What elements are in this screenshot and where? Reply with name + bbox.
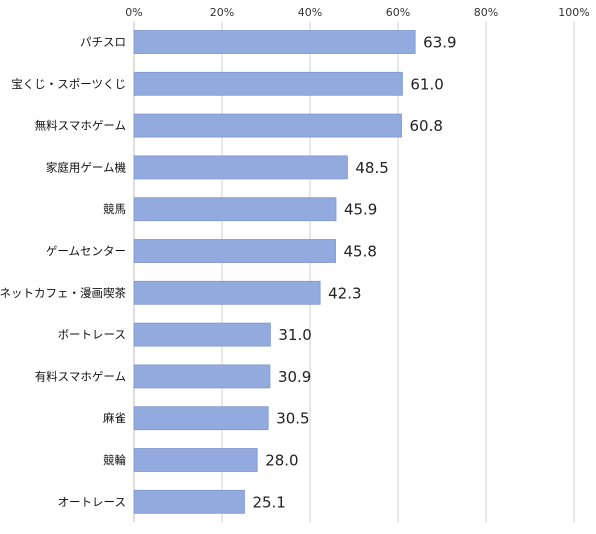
x-tick-label: 100% (558, 6, 589, 19)
bar (133, 239, 336, 263)
bar (133, 322, 271, 347)
data-label: 42.3 (328, 284, 361, 302)
x-tick-label: 0% (125, 6, 142, 19)
category-label: 有料スマホゲーム (35, 369, 126, 383)
x-tick-label: 40% (298, 6, 322, 19)
bar (133, 280, 321, 305)
data-label: 31.0 (278, 326, 311, 344)
bar (133, 406, 269, 431)
category-labels: パチスロ宝くじ・スポーツくじ無料スマホゲーム家庭用ゲーム機競馬ゲームセンターネッ… (0, 35, 126, 509)
category-label: 家庭用ゲーム機 (46, 160, 127, 174)
data-label: 30.5 (276, 410, 309, 428)
data-label: 63.9 (423, 34, 456, 52)
category-label: 競輪 (103, 453, 126, 467)
bar (133, 155, 348, 180)
data-label: 60.8 (410, 117, 443, 135)
category-label: ゲームセンター (46, 244, 126, 258)
bar (133, 30, 416, 54)
category-label: 宝くじ・スポーツくじ (11, 77, 126, 91)
bar (133, 113, 402, 138)
x-tick-label: 80% (474, 6, 498, 19)
bar (133, 489, 245, 514)
category-label: ネットカフェ・漫画喫茶 (0, 286, 126, 300)
data-label: 61.0 (410, 75, 443, 93)
data-labels: 63.9 61.0 60.8 48.5 45.9 45.8 42.3 31.0 30.9 30.5… (252, 34, 456, 512)
bar (133, 364, 271, 389)
bar (133, 71, 403, 96)
data-label: 45.8 (344, 243, 377, 261)
x-axis-tick-labels: 0% 20% 40% 60% 80% 100% (125, 6, 589, 19)
x-tick-label: 20% (210, 6, 234, 19)
bar (133, 197, 337, 222)
x-tick-label: 60% (386, 6, 410, 19)
category-label: 競馬 (103, 202, 126, 216)
data-label: 25.1 (252, 493, 285, 511)
category-label: 無料スマホゲーム (35, 119, 126, 133)
category-label: パチスロ (80, 35, 126, 49)
category-label: オートレース (58, 495, 126, 509)
category-label: 麻雀 (103, 411, 126, 425)
data-label: 28.0 (265, 452, 298, 470)
data-label: 30.9 (278, 368, 311, 386)
gridlines (133, 22, 575, 522)
category-label: ボートレース (58, 328, 126, 342)
data-label: 45.9 (344, 201, 377, 219)
data-label: 48.5 (355, 159, 388, 177)
bar (133, 448, 258, 472)
bars (133, 30, 416, 514)
